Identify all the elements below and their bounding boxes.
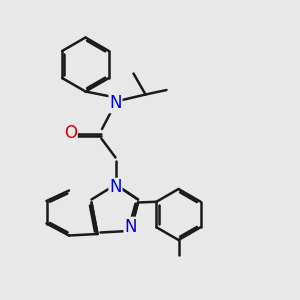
Text: O: O — [64, 124, 77, 142]
Text: N: N — [109, 178, 122, 196]
Text: N: N — [109, 94, 122, 112]
Text: N: N — [124, 218, 137, 236]
